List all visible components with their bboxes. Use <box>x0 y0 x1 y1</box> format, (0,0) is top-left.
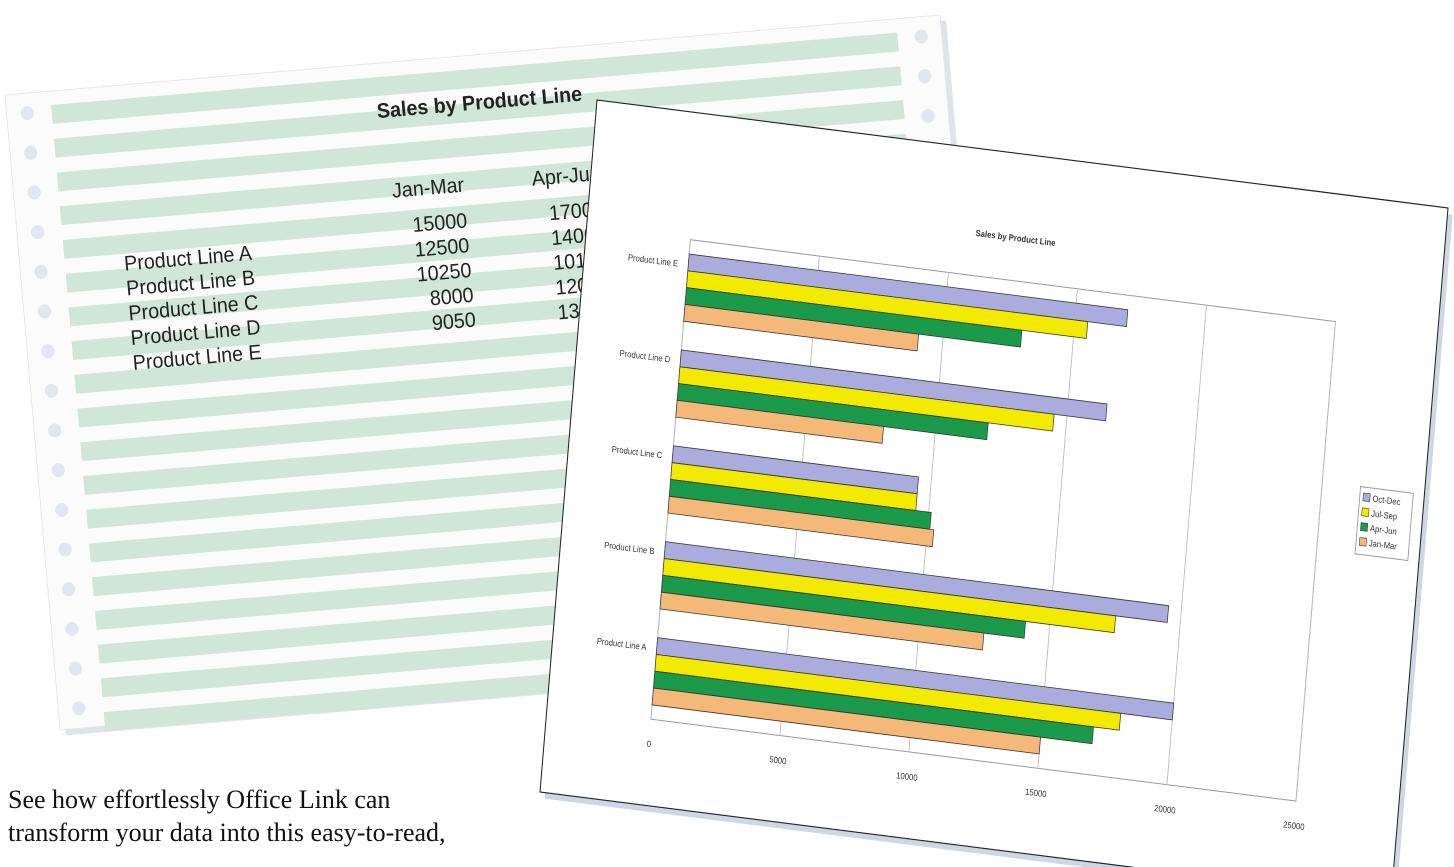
grid-line <box>1295 321 1336 802</box>
legend-swatch <box>1361 507 1370 517</box>
feed-hole <box>61 582 76 597</box>
x-tick-label: 15000 <box>1025 786 1047 799</box>
paper-stripe <box>51 32 899 124</box>
table-cell: 12500 <box>414 235 471 262</box>
chart-card: Sales by Product Line0500010000150002000… <box>539 99 1453 867</box>
feed-hole <box>48 423 62 438</box>
paper-stripe <box>54 66 902 158</box>
feed-hole <box>20 106 34 121</box>
bar <box>675 399 884 444</box>
feed-hole <box>921 108 935 123</box>
feed-hole <box>37 304 52 319</box>
legend-label: Jul-Sep <box>1371 508 1398 522</box>
bar <box>651 687 1041 755</box>
table-cell: 15000 <box>412 210 469 237</box>
feed-hole <box>41 344 55 359</box>
legend-label: Apr-Jun <box>1370 523 1398 537</box>
bar <box>659 591 985 651</box>
legend-label: Oct-Dec <box>1372 493 1401 507</box>
x-tick-label: 0 <box>646 738 651 749</box>
caption-line: transform your data into this easy-to-re… <box>8 818 446 847</box>
bar <box>667 495 935 548</box>
table-cell: 9050 <box>431 309 477 335</box>
feed-hole <box>34 264 48 279</box>
feed-hole <box>24 145 38 160</box>
legend-swatch <box>1362 492 1371 503</box>
legend-swatch <box>1360 522 1369 532</box>
table-cell: 8000 <box>429 284 475 310</box>
legend-swatch <box>1358 537 1367 547</box>
feed-hole <box>65 621 79 636</box>
feed-hole <box>31 225 45 240</box>
caption: See how effortlessly Office Link can tran… <box>8 785 446 847</box>
feed-hole <box>68 661 83 676</box>
x-tick-label: 20000 <box>1154 802 1176 815</box>
caption-line: See how effortlessly Office Link can <box>8 785 390 814</box>
feed-hole <box>918 69 932 84</box>
feed-hole <box>51 463 65 478</box>
legend-box <box>1354 486 1414 562</box>
feed-hole <box>58 542 72 557</box>
feed-hole <box>914 29 928 44</box>
bar <box>683 304 919 352</box>
x-tick-label: 25000 <box>1283 819 1305 832</box>
legend-label: Jan-Mar <box>1368 538 1397 552</box>
feed-hole <box>72 701 86 716</box>
x-tick-label: 10000 <box>896 770 918 783</box>
feed-hole <box>27 185 41 200</box>
table-cell: 10250 <box>416 259 473 286</box>
feed-hole <box>44 383 58 398</box>
feed-hole <box>55 502 69 517</box>
x-tick-label: 5000 <box>769 754 787 767</box>
